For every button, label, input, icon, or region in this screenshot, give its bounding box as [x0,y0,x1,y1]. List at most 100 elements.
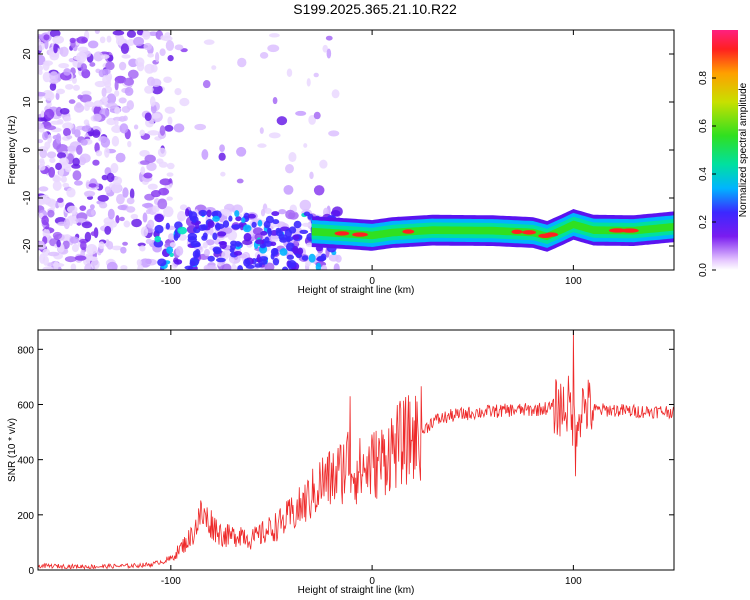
bottom-y-axis: 0 200 400 600 800 [17,345,674,577]
spectrogram-cell [127,140,132,148]
spectrogram-cell [201,235,208,241]
spectrogram-cell [139,245,146,252]
spectrogram-cell [123,115,128,122]
spectrogram-cell [56,88,66,95]
colorbar-tick-label: 0.6 [698,119,709,133]
spectrogram-cell [79,153,91,163]
spectrogram-cell [195,221,200,230]
spectrogram-cell [256,254,261,263]
spectrogram-cell [285,236,294,242]
spectrogram-cell [126,30,137,38]
spectrogram-cell [131,218,142,228]
spectrogram-cell [79,94,92,103]
spectrogram-cell [287,259,297,268]
spectrogram-cell [81,125,92,132]
spectrogram-cell [151,113,161,119]
spectrogram-cell [92,113,102,122]
y-tick-label: 400 [17,456,34,467]
spectrogram-cell [52,231,63,240]
spectrogram-cell [48,166,56,178]
spectrogram-cell [116,193,125,205]
spectrogram-cell [120,43,130,55]
spectrogram-cell [259,243,267,249]
spectrogram-cell [260,230,268,236]
spectrogram-cell [66,135,73,140]
spectrogram-cell [130,213,139,220]
spectrogram-cell [52,35,65,44]
spectrogram-cell [114,106,121,115]
spectrogram-cell [276,116,288,126]
spectrogram-cell [283,185,294,195]
spectrogram-hotspot [352,232,368,237]
spectrogram-cell [272,258,280,266]
spectrogram-cell [151,84,163,95]
spectrogram-cell [140,166,146,175]
spectrogram-cell [257,143,267,148]
spectrogram-cell [119,216,125,222]
spectrogram-cell [234,210,240,218]
spectrogram-cell [189,257,200,266]
spectrogram-cell [111,245,123,251]
spectrogram-cell [55,162,62,171]
y-tick-label: 800 [17,345,34,356]
spectrogram-cell [45,125,57,131]
spectrogram-cell [99,202,108,209]
spectrogram-cell [92,129,101,138]
spectrogram-cell [147,53,155,58]
spectrogram-cell [136,259,142,267]
spectrogram-cell [93,51,104,62]
spectrogram-cell [139,129,146,136]
spectrogram-cell [166,162,175,170]
spectrogram-cell [259,256,269,262]
spectrogram-cell [333,263,340,270]
spectrogram-cell [79,205,87,211]
spectrogram-cell [159,178,172,186]
spectrogram-cell [234,241,242,247]
spectrogram-cell [83,190,96,197]
spectrogram-cell [42,71,52,83]
spectrogram-cell [123,77,135,86]
spectrogram-cell [39,149,48,159]
spectrogram-cell [102,74,112,86]
x-tick-label: 0 [369,276,375,287]
spectrogram-cell [62,182,70,188]
spectrogram-cell [155,52,160,63]
spectrogram-cell [233,250,243,256]
spectrogram-cell [285,209,296,220]
spectrogram-cell [205,239,215,246]
spectrogram-cell [259,52,269,59]
spectrogram-cell [40,110,46,118]
spectrogram-cell [168,233,175,241]
spectrogram-cell [88,183,97,188]
spectrogram-cell [142,30,151,40]
spectrogram-cell [301,222,311,227]
spectrogram-cell [159,48,166,56]
spectrogram-cell [87,40,99,49]
spectrogram-cell [114,119,119,127]
spectrogram-cell [41,215,49,226]
spectrogram-cell [89,62,96,67]
spectrogram-cell [107,208,115,220]
spectrogram-cell [235,216,242,222]
spectrogram-cell [69,37,76,44]
x-tick-label: 0 [369,576,375,587]
spectrogram-cell [53,174,60,183]
spectrogram-cell [184,265,194,270]
spectrogram-cell [95,150,103,157]
spectrogram-cell [206,209,212,218]
spectrogram-cell [63,68,71,76]
spectrogram-cell [38,240,45,250]
spectrogram-cell [105,61,115,71]
y-tick-label: 0 [28,566,34,577]
spectrogram-cell [149,96,156,107]
spectrogram-cell [89,204,95,210]
spectrogram-cell [305,242,314,248]
spectrogram-cell [157,198,168,210]
colorbar-tick-label: 0.4 [698,167,709,181]
spectrogram-cell [264,236,270,244]
spectrogram-cell [110,162,119,174]
spectrogram-cell [217,231,227,237]
spectrogram-cell [145,258,152,265]
spectrogram-cell [185,208,190,217]
spectrogram-cell [160,35,166,41]
